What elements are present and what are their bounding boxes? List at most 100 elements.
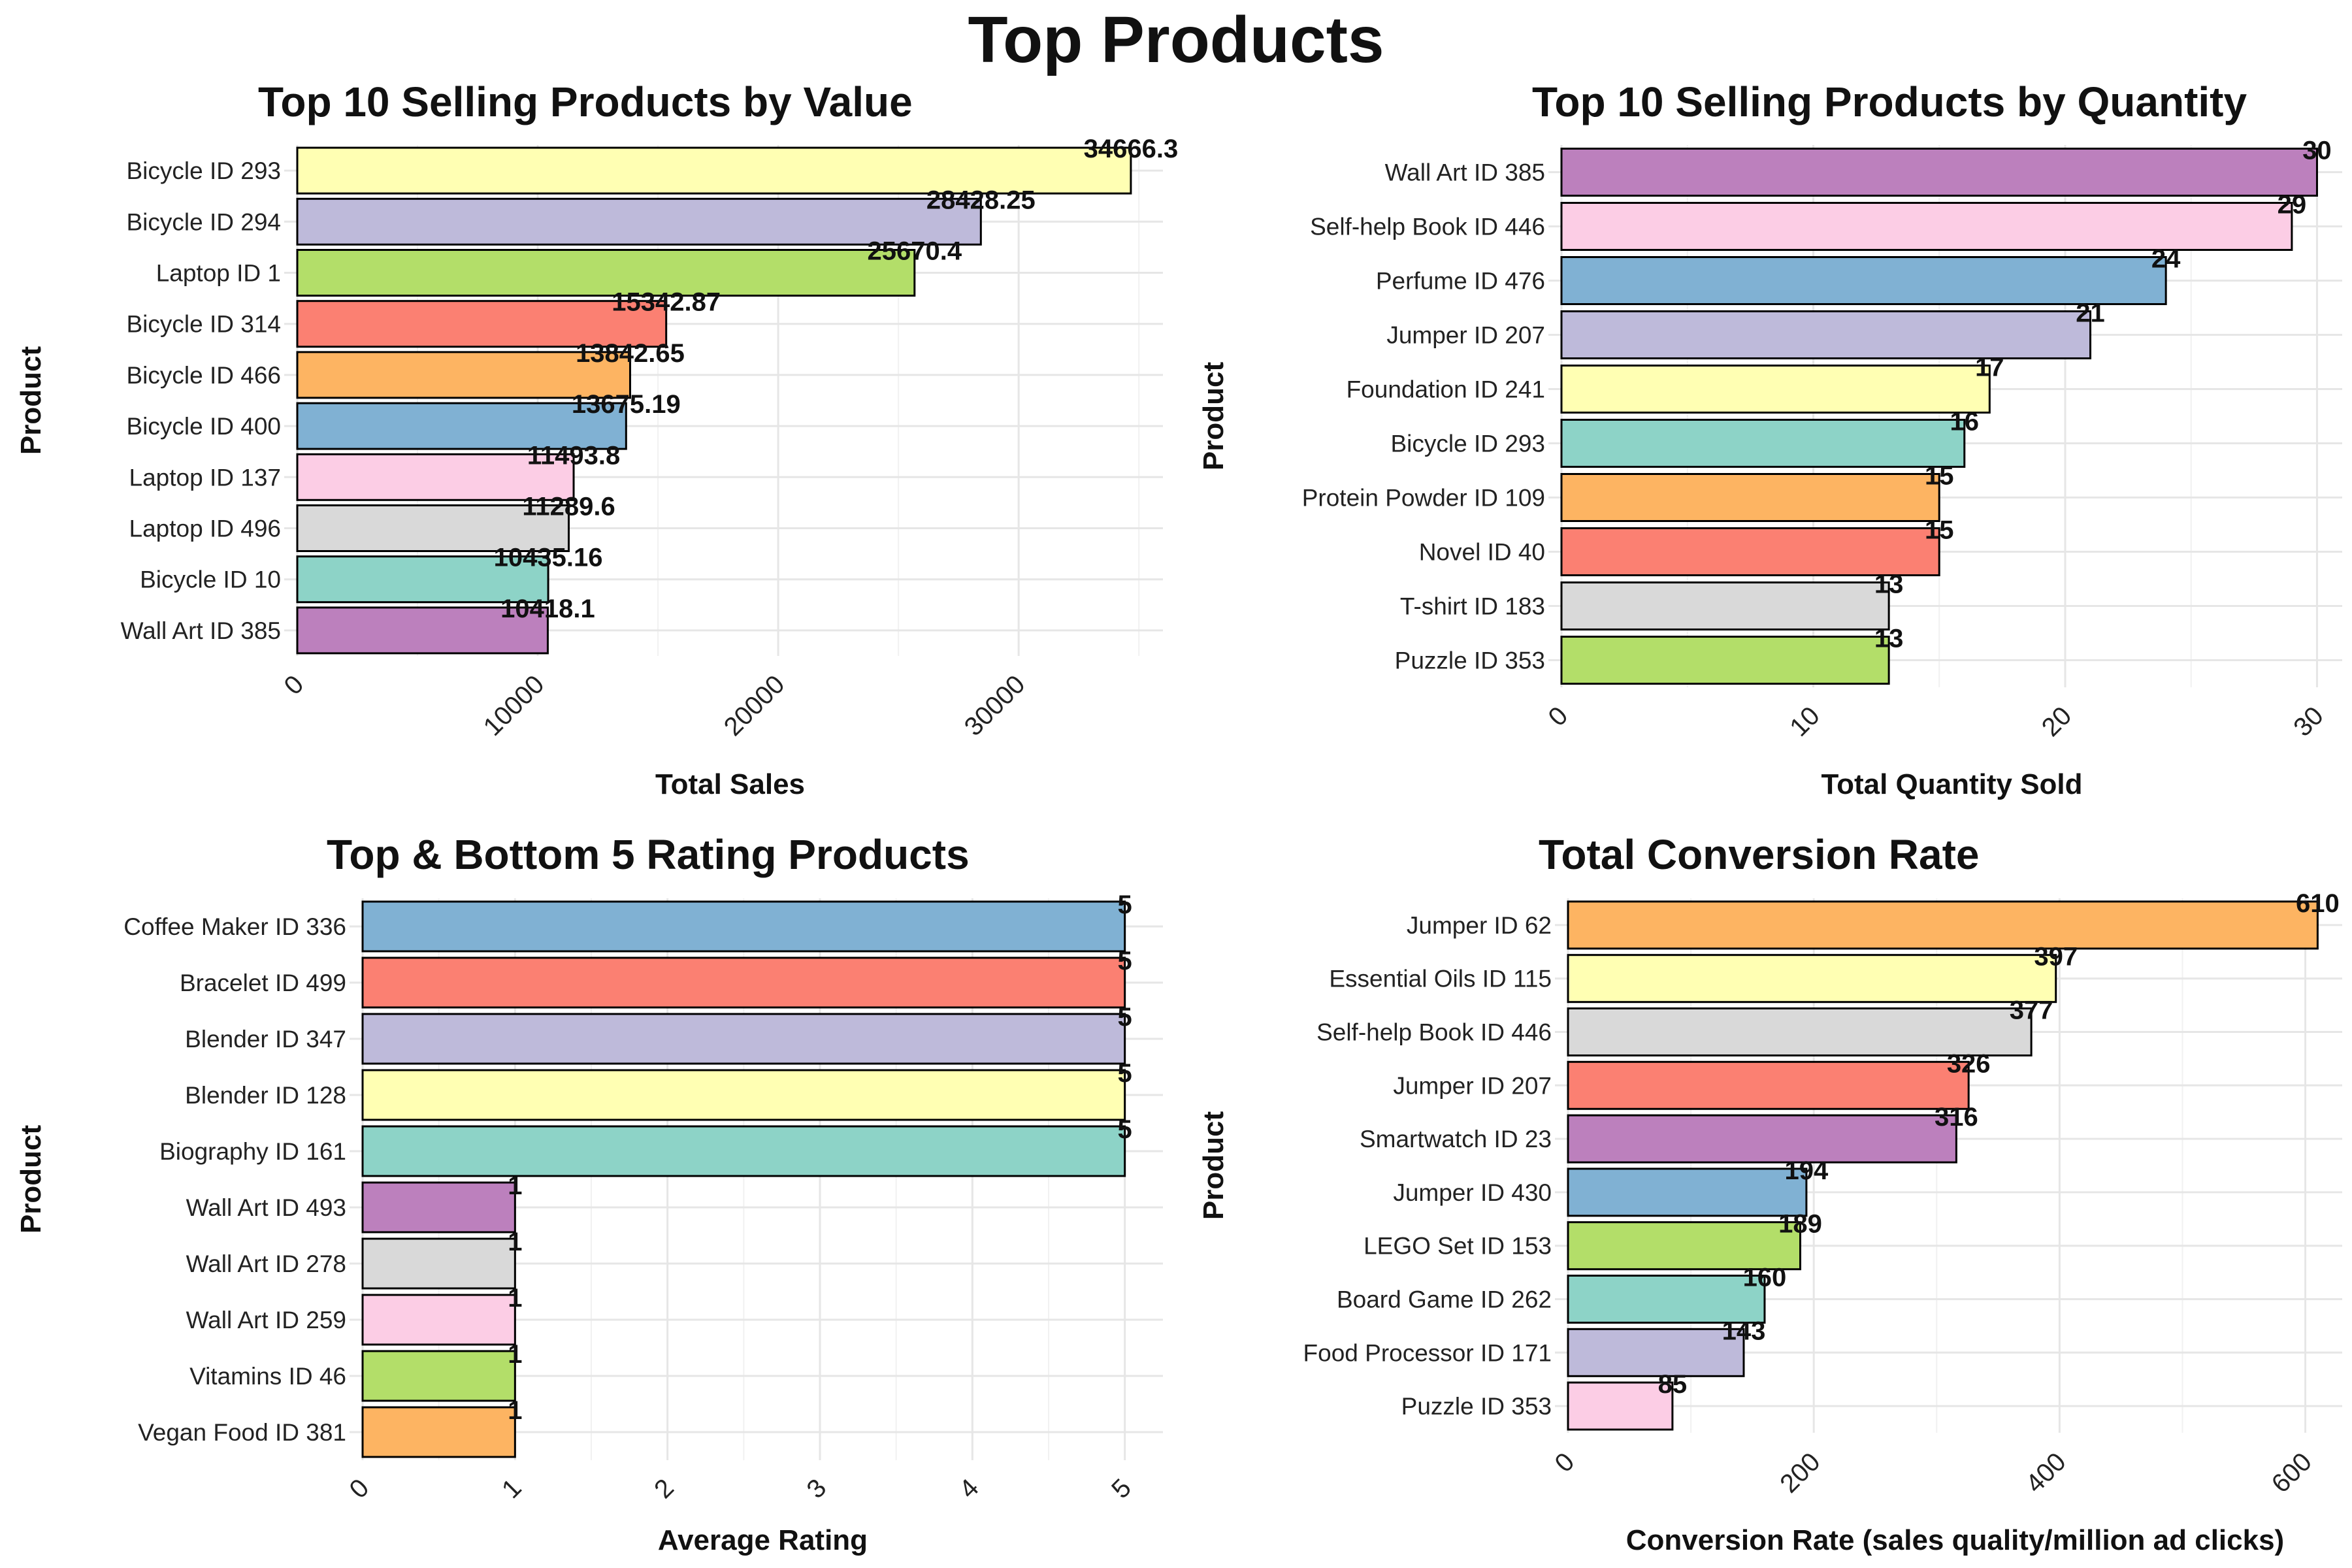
panel-2: Wall Art ID 385 30 Self-help Book ID 446 29… [1198,78,2342,800]
data-label: 24 [2151,245,2181,274]
data-label: 326 [1947,1049,1991,1078]
x-axis-label: Total Sales [655,768,805,800]
data-label: 16 [1950,408,1980,436]
data-label: 5 [1118,1115,1132,1144]
data-label: 397 [2034,943,2078,972]
x-tick-label: 2 [649,1473,679,1504]
bar [296,606,549,655]
bar [1560,365,1991,414]
data-label: 13 [1874,625,1904,653]
data-label: 189 [1778,1210,1822,1239]
x-axis-label: Conversion Rate (sales quality/million a… [1626,1524,2284,1556]
data-label: 25670.4 [868,237,962,266]
data-label: 610 [2296,889,2340,918]
data-label: 5 [1118,1003,1132,1032]
category-label: Bicycle ID 294 [127,208,282,235]
bar [1567,1221,1801,1271]
x-tick-label: 600 [2266,1447,2317,1498]
y-axis-label: Product [1198,362,1230,471]
x-tick-label: 5 [1106,1473,1137,1504]
data-label: 143 [1722,1316,1766,1345]
category-label: Novel ID 40 [1419,539,1545,566]
category-label: Laptop ID 137 [129,464,281,491]
data-label: 13842.65 [576,339,685,368]
bar [361,956,1126,1009]
bar [1560,527,1940,576]
main-title: Top Products [968,3,1384,76]
bar [361,1237,516,1290]
data-label: 1 [508,1284,522,1313]
category-label: Laptop ID 496 [129,515,281,542]
category-label: Bicycle ID 293 [127,157,282,184]
category-label: Coffee Maker ID 336 [123,913,346,940]
data-label: 10435.16 [494,544,603,572]
x-tick-label: 3 [802,1473,832,1504]
category-label: Jumper ID 430 [1393,1179,1552,1206]
x-tick-label: 0 [1550,1447,1580,1478]
panel-title: Top & Bottom 5 Rating Products [327,831,970,878]
y-axis-label: Product [1198,1111,1230,1220]
data-label: 34666.3 [1084,135,1179,163]
bar [296,453,575,501]
x-tick-label: 200 [1774,1447,1825,1498]
x-tick-label: 400 [2020,1447,2071,1498]
category-label: Bicycle ID 10 [140,566,281,593]
bar [1560,202,2293,251]
data-label: 85 [1658,1370,1688,1399]
data-label: 29 [2278,191,2307,220]
panel-4: Jumper ID 62 610 Essential Oils ID 115 397 S… [1198,831,2342,1556]
bar [361,1013,1126,1065]
data-label: 11289.6 [522,493,615,521]
panel-title: Top 10 Selling Products by Value [258,78,913,125]
bar [1560,581,1890,630]
category-label: Food Processor ID 171 [1303,1339,1552,1366]
x-tick-label: 30000 [959,670,1031,742]
panel-3: Coffee Maker ID 336 5 Bracelet ID 499 5 Blen… [15,831,1163,1556]
data-label: 5 [1118,1059,1132,1088]
bar [361,1069,1126,1121]
data-label: 13 [1874,570,1904,599]
bar [296,555,549,604]
x-tick-label: 30 [2288,701,2329,742]
data-label: 11493.8 [527,441,620,470]
bar [1560,636,1890,685]
bar [361,1406,516,1458]
bar [1567,1328,1745,1377]
data-label: 160 [1743,1264,1787,1292]
x-axis-label: Total Quantity Sold [1821,768,2082,800]
data-label: 377 [2010,996,2053,1025]
panel-title: Total Conversion Rate [1539,831,1979,878]
category-label: Bicycle ID 400 [127,413,282,440]
x-tick-label: 0 [1543,701,1574,732]
bar [361,1125,1126,1177]
bar [361,900,1126,953]
x-axis-label: Average Rating [658,1524,868,1556]
bar [1567,954,2057,1004]
data-label: 1 [508,1228,522,1256]
category-label: Wall Art ID 278 [186,1250,346,1277]
x-tick-label: 0 [344,1473,375,1504]
category-label: Protein Powder ID 109 [1302,485,1545,512]
category-label: Wall Art ID 385 [121,617,281,644]
bar [296,402,627,450]
data-label: 15 [1925,462,1954,491]
bar [1567,1381,1674,1431]
data-label: 194 [1785,1156,1829,1185]
category-label: Vitamins ID 46 [189,1363,346,1390]
data-label: 316 [1935,1103,1978,1132]
bar [361,1181,516,1233]
category-label: Jumper ID 62 [1407,912,1552,939]
category-label: Blender ID 128 [185,1082,346,1109]
category-label: Smartwatch ID 23 [1360,1126,1552,1152]
category-label: Bicycle ID 314 [127,311,282,338]
bar [1560,473,1940,522]
bar [296,351,631,399]
bar [1567,1007,2033,1056]
data-label: 5 [1118,947,1132,975]
bar [296,197,982,246]
x-tick-label: 20000 [719,670,791,742]
category-label: Jumper ID 207 [1386,322,1545,349]
category-label: Self-help Book ID 446 [1316,1019,1552,1046]
data-label: 30 [2302,137,2332,165]
